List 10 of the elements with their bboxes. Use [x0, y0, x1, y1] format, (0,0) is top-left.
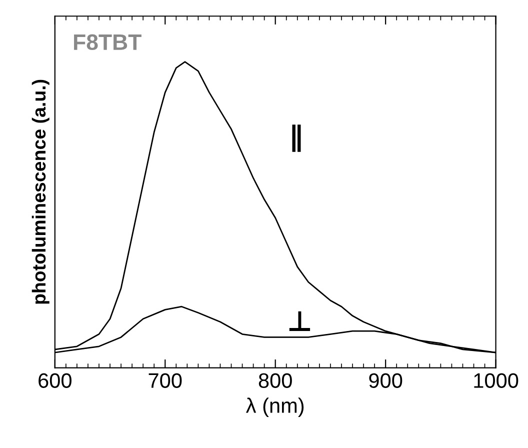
x-tick-label: 600 [38, 373, 72, 388]
text: F8TBT [74, 34, 142, 50]
x-tick-label: 800 [258, 373, 292, 388]
x-axis-title: λ (nm) [246, 398, 304, 418]
series-label: ⊥ [289, 311, 310, 331]
x-tick-label: 900 [369, 373, 402, 388]
series-label: ∥ [292, 124, 301, 152]
x-tick-label: 700 [148, 373, 182, 388]
y-axis-title: photoluminescence (a.u.) [32, 80, 50, 304]
x-tick-label: 1000 [474, 373, 518, 388]
